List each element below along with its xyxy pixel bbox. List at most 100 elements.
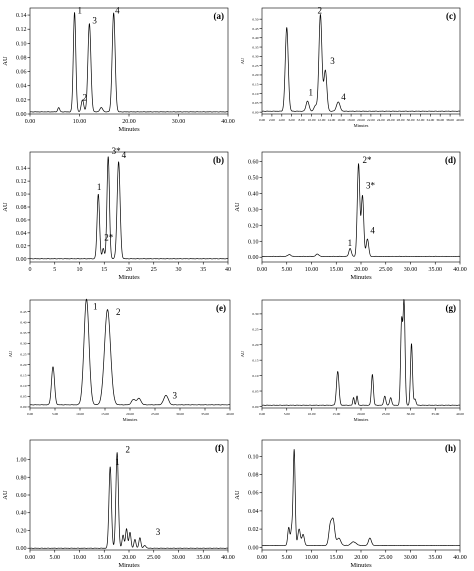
chart-panel-h: 0.00 5.00 10.00 15.00 20.00 25.00 30.00 35.00 40… bbox=[234, 439, 467, 569]
x-tick-label: 15.00 bbox=[330, 555, 344, 561]
x-tick-label: 35 bbox=[200, 267, 206, 273]
y-axis-title: AU bbox=[8, 350, 13, 357]
x-tick-label: 18.00 bbox=[347, 118, 355, 122]
y-tick-label: 0.08 bbox=[248, 473, 259, 479]
x-tick-label: 40.00 bbox=[221, 555, 235, 561]
plot-frame bbox=[29, 151, 229, 263]
y-tick-label: 0.25 bbox=[252, 64, 258, 68]
x-tick-label: 4.00 bbox=[279, 118, 285, 122]
peak-label: 3 bbox=[330, 56, 335, 66]
y-tick-label: 0.08 bbox=[16, 55, 27, 61]
chromatogram-trace bbox=[29, 298, 231, 406]
y-tick-label: 0.10 bbox=[16, 192, 27, 198]
x-tick-label: 40 bbox=[225, 267, 231, 273]
x-tick-label: 10.00 bbox=[73, 555, 87, 561]
y-axis-title: AU bbox=[2, 202, 9, 212]
y-axis-title: AU bbox=[240, 57, 245, 64]
peak-label: 4 bbox=[122, 150, 127, 160]
plot-frame bbox=[261, 439, 461, 551]
y-tick-label: 0.10 bbox=[248, 454, 259, 460]
y-tick-label: 0.06 bbox=[16, 70, 27, 76]
chromatogram-trace bbox=[29, 12, 229, 113]
x-axis-title: Minutes bbox=[354, 123, 369, 128]
y-tick-label: 0.06 bbox=[248, 491, 259, 497]
x-tick-label: 5.00 bbox=[284, 412, 290, 416]
y-axis-title: AU bbox=[234, 202, 241, 212]
y-tick-label: 0.30 bbox=[248, 207, 259, 213]
x-axis-title: Minutes bbox=[350, 562, 372, 569]
y-tick-label: 0.00 bbox=[248, 545, 259, 551]
y-tick-label: 0.00 bbox=[20, 405, 26, 409]
y-tick-label: 0.30 bbox=[20, 342, 26, 346]
x-tick-label: 30.00 bbox=[404, 267, 418, 273]
peak-label: 3 bbox=[92, 16, 97, 26]
x-tick-label: 25 bbox=[151, 267, 157, 273]
x-tick-label: 40.00 bbox=[226, 412, 234, 416]
x-axis-title: Minutes bbox=[123, 417, 138, 422]
y-tick-label: 0.14 bbox=[16, 166, 27, 172]
x-tick-label: 30.00 bbox=[407, 412, 415, 416]
x-tick-label: 10.00 bbox=[308, 118, 316, 122]
y-axis-title: AU bbox=[240, 350, 245, 357]
x-tick-label: 15.00 bbox=[98, 555, 112, 561]
y-tick-label: 0.40 bbox=[20, 321, 26, 325]
y-tick-label: 0.40 bbox=[16, 511, 27, 517]
peak-label: 1 bbox=[115, 457, 120, 467]
chromatogram-trace bbox=[261, 449, 461, 546]
x-tick-label: 20.00 bbox=[354, 267, 368, 273]
y-tick-label: 0.45 bbox=[252, 27, 258, 31]
x-tick-label: 30.00 bbox=[176, 412, 184, 416]
x-tick-label: 5.00 bbox=[52, 412, 58, 416]
y-tick-label: 0.50 bbox=[248, 176, 259, 182]
y-tick-label: 0.05 bbox=[252, 101, 258, 105]
y-tick-label: 0.45 bbox=[20, 310, 26, 314]
chart-panel-d: 0.00 5.00 10.00 15.00 20.00 25.00 30.00 35.00 40… bbox=[234, 151, 467, 281]
x-tick-label: 30.00 bbox=[407, 118, 415, 122]
panel-label: (e) bbox=[216, 303, 226, 313]
x-axis-title: Minutes bbox=[118, 562, 140, 569]
y-tick-label: 0.12 bbox=[16, 179, 27, 185]
x-tick-label: 10.00 bbox=[305, 267, 319, 273]
y-tick-label: 0.14 bbox=[16, 13, 27, 19]
x-tick-label: 20.00 bbox=[122, 555, 136, 561]
peak-label: 2 bbox=[116, 307, 121, 317]
peak-label: 1 bbox=[309, 87, 314, 97]
x-tick-label: 0 bbox=[29, 267, 32, 273]
y-tick-label: 0.40 bbox=[248, 191, 259, 197]
x-tick-label: 35.00 bbox=[429, 555, 443, 561]
x-tick-label: 0.00 bbox=[259, 412, 265, 416]
y-tick-label: 0.35 bbox=[20, 331, 26, 335]
x-tick-label: 35.00 bbox=[429, 267, 443, 273]
peak-label: 4 bbox=[341, 92, 346, 102]
panel-label: (f) bbox=[215, 443, 224, 453]
peak-label: 1 bbox=[93, 302, 98, 312]
x-tick-label: 20 bbox=[126, 267, 132, 273]
x-tick-label: 35.00 bbox=[201, 412, 209, 416]
x-tick-label: 24.00 bbox=[377, 118, 385, 122]
x-tick-label: 36.00 bbox=[436, 118, 444, 122]
x-tick-label: 5.00 bbox=[50, 555, 61, 561]
chromatogram-trace bbox=[29, 452, 229, 549]
x-tick-label: 15.00 bbox=[332, 412, 340, 416]
x-tick-label: 40.00 bbox=[456, 118, 464, 122]
y-tick-label: 0.02 bbox=[248, 527, 259, 533]
x-tick-label: 20.00 bbox=[357, 412, 365, 416]
chart-panel-a: 0.00 10.00 20.00 30.00 40.00 0.00 0.02 0.04 0.06… bbox=[2, 6, 235, 133]
x-tick-label: 15.00 bbox=[330, 267, 344, 273]
y-axis-title: AU bbox=[2, 490, 9, 500]
y-tick-label: 0.10 bbox=[16, 41, 27, 47]
y-tick-label: 0.04 bbox=[16, 231, 27, 237]
y-tick-label: 0.25 bbox=[20, 352, 26, 356]
y-tick-label: 0.30 bbox=[252, 55, 258, 59]
x-tick-label: 22.00 bbox=[367, 118, 375, 122]
peak-label: 2 bbox=[82, 93, 87, 103]
x-axis-title: Minutes bbox=[118, 126, 140, 133]
plot-frame bbox=[29, 439, 229, 551]
y-tick-label: 0.80 bbox=[16, 475, 27, 481]
y-tick-label: 0.10 bbox=[248, 239, 259, 245]
peak-label: 2* bbox=[104, 233, 114, 243]
x-tick-label: 10.00 bbox=[308, 412, 316, 416]
x-tick-label: 40.00 bbox=[456, 412, 464, 416]
x-tick-label: 0.00 bbox=[25, 119, 36, 125]
